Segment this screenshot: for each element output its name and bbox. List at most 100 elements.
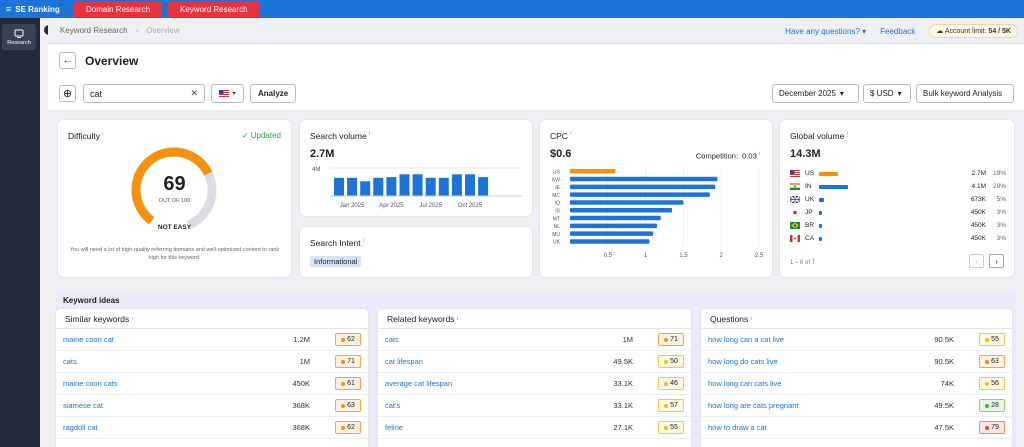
share-bar [819,171,838,176]
date-select[interactable]: December 2025 ▾ [772,84,859,103]
bulk-analysis-button[interactable]: Bulk keyword Analysis [916,84,1014,103]
country-label: MC [552,193,560,199]
keyword-volume: 1.2M [293,335,310,344]
similar-keywords-title: Similar keywords i [56,309,368,329]
next-page-button[interactable]: › [989,254,1004,268]
kd-value: 63 [991,358,999,365]
page-title: Overview [85,54,139,68]
volume-bar[interactable] [465,174,475,196]
volume-bar[interactable] [451,174,462,196]
currency-select[interactable]: $ USD ▾ [863,84,911,103]
volume-bar[interactable] [373,177,384,196]
analyze-button[interactable]: Analyze [250,84,297,103]
cpc-bar[interactable] [570,192,710,197]
x-tick-label: 1 [644,253,648,259]
volume-bar[interactable] [334,177,344,196]
keyword-link[interactable]: feline [385,423,403,432]
keyword-link[interactable]: how long can cats live [708,379,782,388]
kd-dot-icon [664,381,669,386]
clear-icon[interactable]: ✕ [190,88,198,98]
keyword-link[interactable]: siamese cat [63,401,104,410]
back-button[interactable]: ← [59,52,76,69]
cpc-bar[interactable] [570,184,716,190]
questions-dropdown[interactable]: Have any questions? ▾ [785,26,867,36]
country-row: US 2.7M 19% [788,167,1008,180]
country-share: 29% [992,183,1006,190]
keyword-link[interactable]: maine coon cats [63,379,118,388]
table-row: how long are cats pregnant 49.5K 28 [701,395,1012,417]
cpc-card: CPC i $0.6 Competition: 0.03 i 0.5 1 1.5 2 2… [540,120,772,277]
country-volume: 450K [970,222,986,229]
country-label: IQ [555,201,560,207]
keyword-link[interactable]: average cat lifespan [385,379,453,388]
volume-bar[interactable] [347,177,358,196]
country-volume: 2.7M [971,170,986,177]
cpc-title: CPC i [550,131,572,141]
keyword-link[interactable]: how long are cats pregnant [708,401,799,410]
volume-bar[interactable] [412,174,423,196]
keyword-volume: 33.1K [613,401,633,410]
keyword-volume: 74K [940,379,954,388]
keyword-research-button[interactable]: Keyword Research [168,1,260,17]
country-row: UK 673K 5% [788,193,1008,206]
jp-flag-icon [790,209,800,216]
keyword-link[interactable]: how long can a cat live [708,335,784,344]
volume-bar[interactable] [438,177,449,196]
volume-bar[interactable] [386,177,397,196]
br-flag-icon [790,222,800,229]
kd-value: 62 [347,424,355,431]
cpc-bar[interactable] [570,239,650,244]
cpc-bar[interactable] [570,223,657,229]
x-tick-label: 0.5 [604,253,613,259]
volume-bar[interactable] [399,174,410,196]
volume-bar[interactable] [425,177,436,196]
keyword-link[interactable]: cats [385,335,399,344]
kd-value: 55 [670,424,678,431]
keyword-link[interactable]: cat's [385,401,401,410]
breadcrumb: Keyword Research › Overview Have any que… [48,18,1024,44]
country-label: MU [552,232,560,238]
overview-header: ← Overview ⊕ cat ✕ ▾ Analyze December 20… [48,44,1024,110]
search-volume-chart: 4M Jan 2025 Apr 2025 Jul 2025 Oct 2025 [312,167,522,209]
kd-badge: 55 [979,333,1005,346]
cpc-bar[interactable] [570,208,673,213]
cpc-bar[interactable] [570,200,684,205]
keyword-link[interactable]: ragdoll cat [63,423,98,432]
keyword-link[interactable]: cats [63,357,77,366]
volume-bar[interactable] [360,181,371,196]
cpc-bar[interactable] [570,169,616,174]
volume-bar[interactable] [478,177,489,196]
feedback-link[interactable]: Feedback [880,26,916,36]
cpc-bar[interactable] [570,215,661,221]
kd-dot-icon [985,403,990,408]
keyword-volume: 368K [292,423,310,432]
country-select[interactable]: ▾ [211,84,244,103]
nav-item-label: Research [7,39,31,46]
info-icon: i [362,238,365,245]
country-volume: 450K [970,235,986,242]
add-keyword-button[interactable]: ⊕ [59,85,76,102]
search-intent-title: Search Intent i [310,238,365,248]
search-input[interactable]: cat ✕ [83,84,205,103]
prev-page-button[interactable]: ‹ [969,254,984,268]
intent-badge: Informational [310,256,362,267]
keyword-link[interactable]: cat lifespan [385,357,423,366]
nav-item-research[interactable]: Research [2,24,36,50]
keyword-link[interactable]: how long do cats live [708,357,778,366]
cpc-bar[interactable] [570,176,718,182]
keyword-volume: 90.5K [934,335,954,344]
country-code: CA [805,235,815,242]
domain-research-button[interactable]: Domain Research [74,1,163,17]
x-tick-label: 2.5 [755,253,764,259]
keyword-ideas-title: Keyword ideas [63,296,120,305]
brand[interactable]: ≡ SE Ranking [0,4,74,14]
breadcrumb-keyword-research[interactable]: Keyword Research [60,26,128,35]
account-limit-badge[interactable]: ☁ Account limit: 54 / 5K [929,24,1018,38]
cpc-bar[interactable] [570,231,654,236]
keyword-link[interactable]: maine coon cat [63,335,114,344]
country-share: 19% [992,170,1006,177]
table-row: average cat lifespan 33.1K 46 [378,373,691,395]
keyword-link[interactable]: how to draw a cat [708,423,767,432]
related-keywords-card: Related keywords i cats 1M 71 cat lifespan 4… [378,309,691,447]
